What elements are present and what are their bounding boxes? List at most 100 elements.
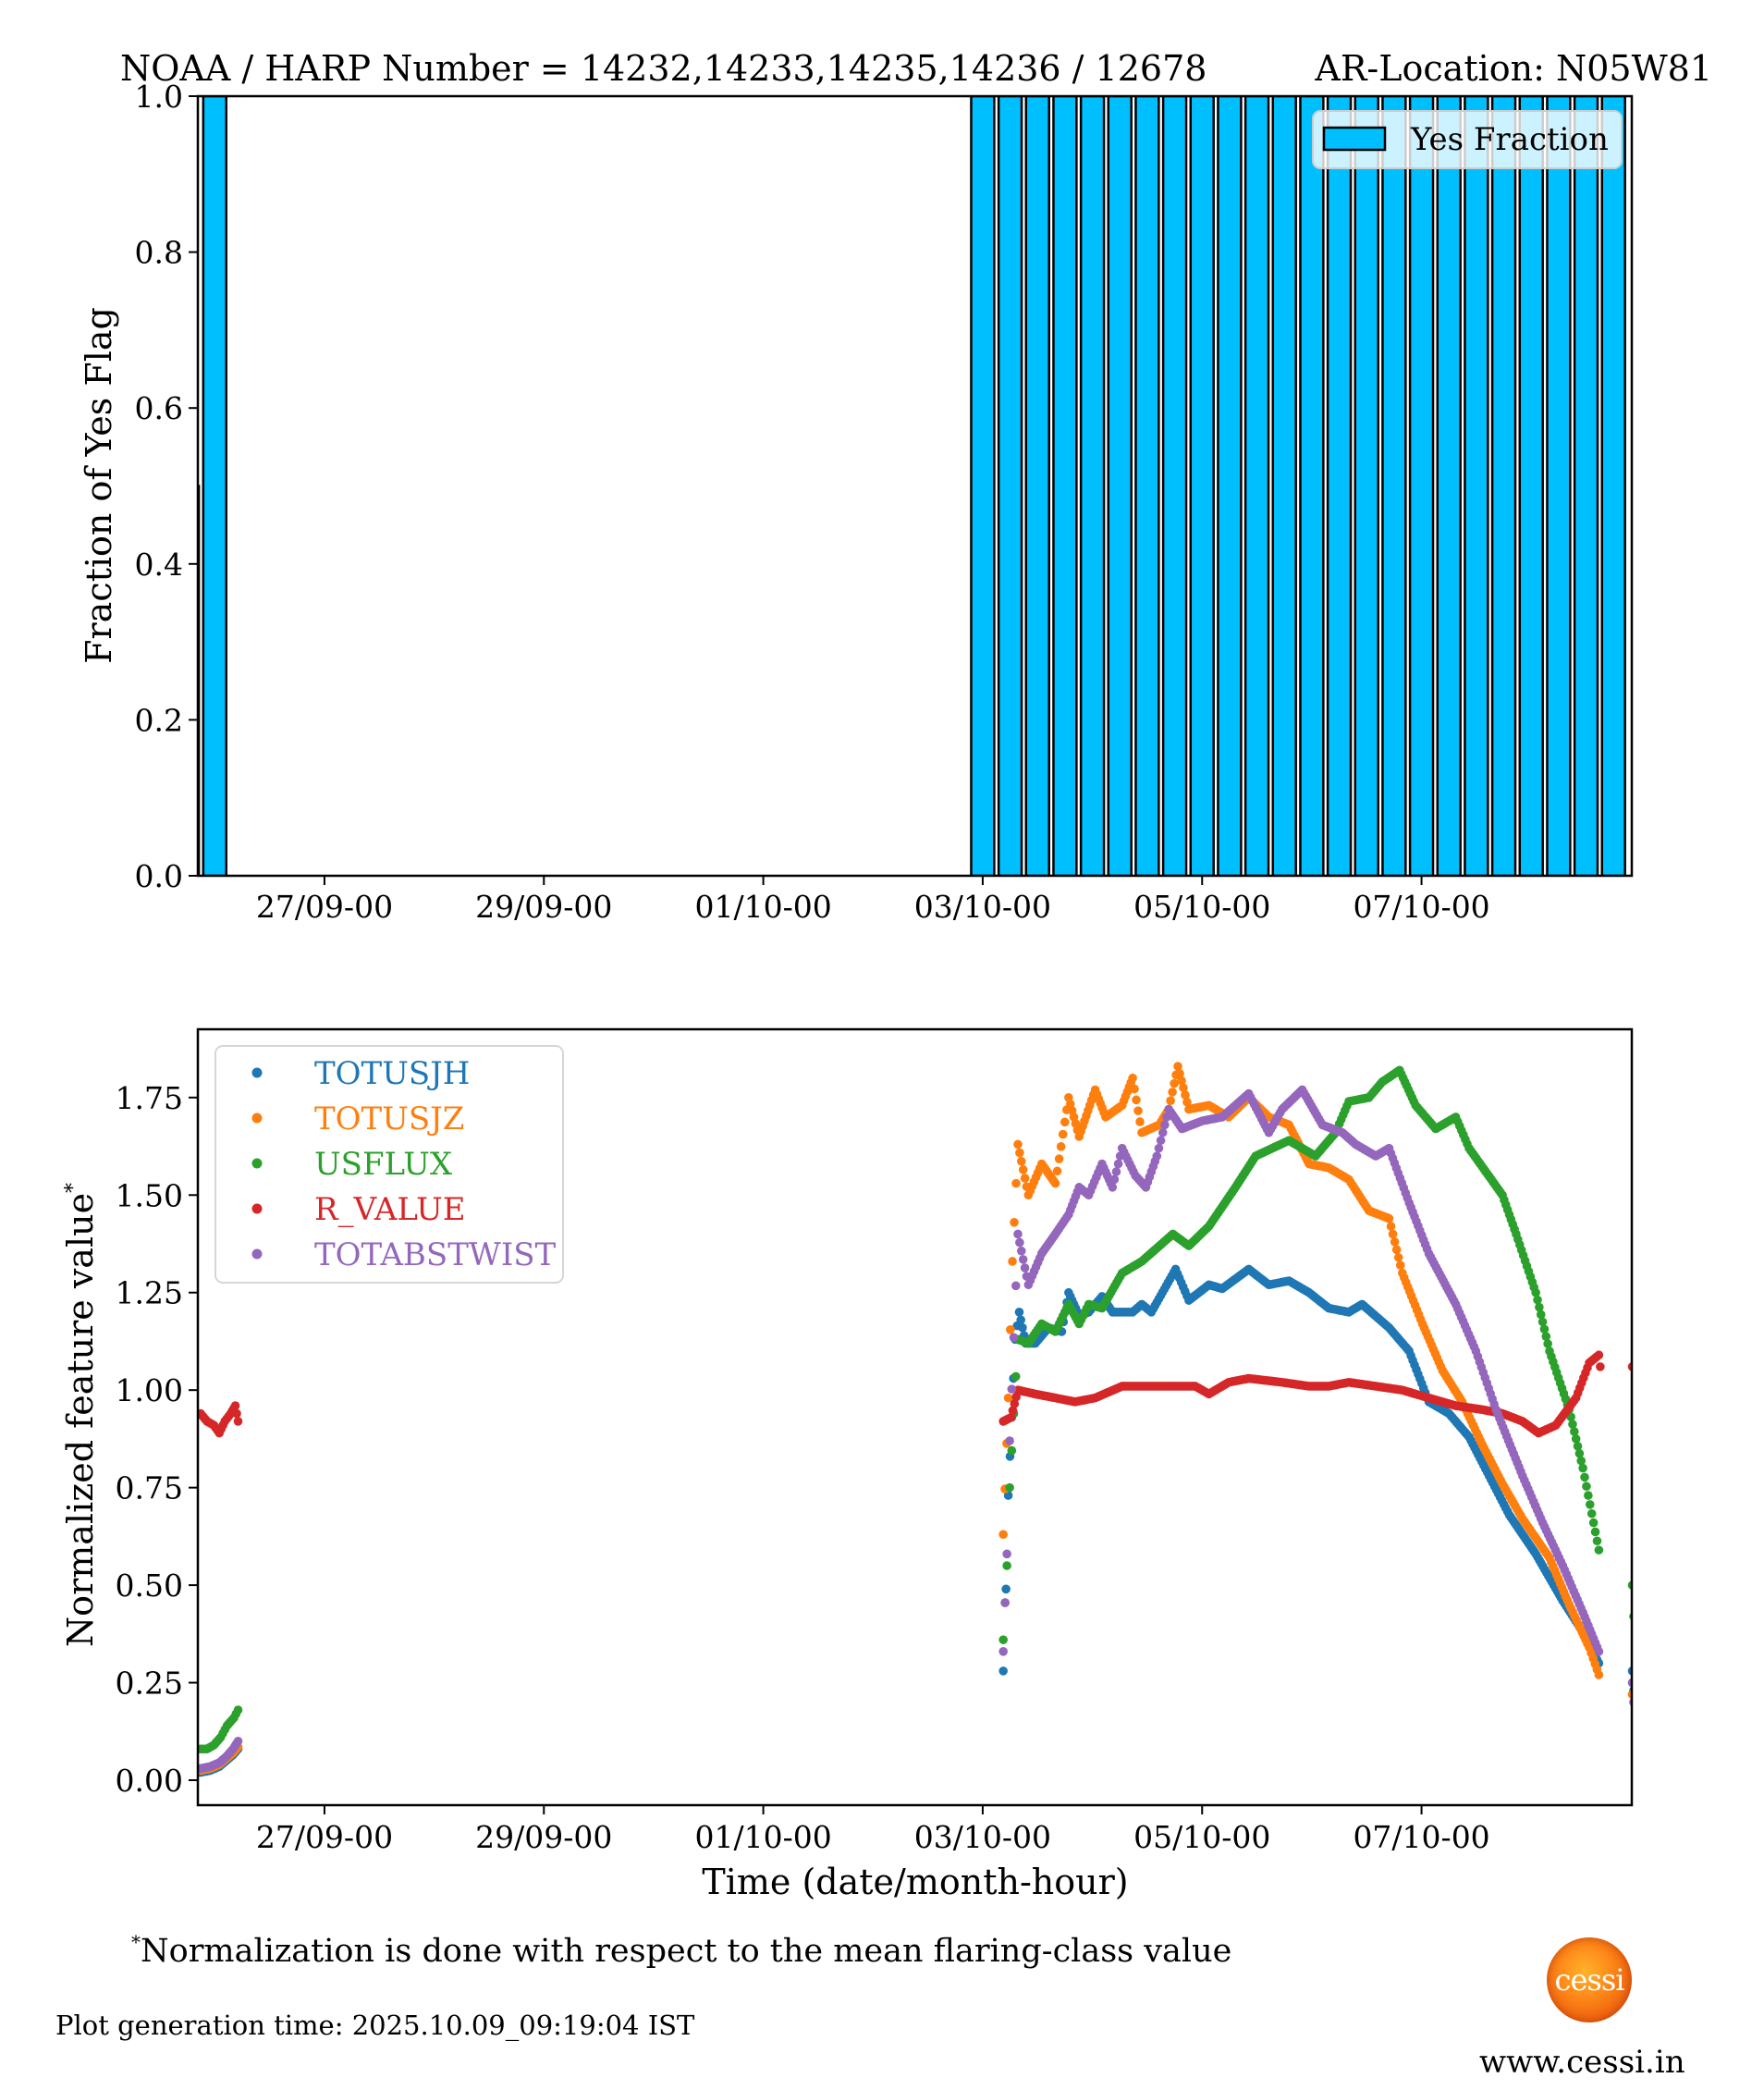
data-point bbox=[1005, 1482, 1014, 1493]
data-point bbox=[1594, 1545, 1604, 1555]
bar-12 bbox=[1243, 96, 1270, 876]
legend-marker-usflux bbox=[251, 1158, 263, 1169]
data-point bbox=[1016, 1156, 1026, 1166]
y-tick-label: 0.00 bbox=[116, 1763, 183, 1799]
data-point bbox=[1111, 1167, 1121, 1176]
x-tick-label: 01/10-00 bbox=[694, 889, 831, 925]
bar-20 bbox=[1464, 96, 1489, 876]
y-axis-label-text: Normalized feature value bbox=[60, 1193, 101, 1647]
data-point bbox=[1000, 1598, 1010, 1607]
x-tick-label: 07/10-00 bbox=[1353, 889, 1489, 925]
data-point bbox=[1130, 1084, 1139, 1094]
data-point bbox=[998, 1530, 1008, 1540]
legend-label-usflux: USFLUX bbox=[314, 1146, 453, 1183]
data-point bbox=[1166, 1096, 1175, 1105]
data-point bbox=[1020, 1174, 1030, 1183]
x-tick-label: 03/10-00 bbox=[914, 889, 1051, 925]
y-ticks: 0.00 0.25 0.50 0.75 1.00 1.25 1.50 1.75 bbox=[116, 1080, 198, 1799]
bar-19 bbox=[1436, 96, 1462, 876]
data-point bbox=[1133, 1106, 1143, 1115]
series-usflux bbox=[198, 1065, 1632, 1754]
website-link[interactable]: www.cessi.in bbox=[1479, 2044, 1685, 2081]
cessi-logo: cessi bbox=[1547, 1937, 1632, 2022]
bar-7 bbox=[1107, 96, 1133, 876]
data-point bbox=[1393, 1252, 1403, 1262]
data-point bbox=[1005, 1436, 1014, 1445]
data-point bbox=[1108, 1183, 1118, 1192]
data-point bbox=[1388, 1229, 1398, 1239]
bar-2 bbox=[970, 96, 996, 876]
data-point bbox=[1585, 1500, 1595, 1509]
series-totusjz bbox=[198, 1062, 1632, 1776]
data-point bbox=[233, 1705, 243, 1715]
bar-1 bbox=[202, 96, 228, 876]
data-point bbox=[1013, 1229, 1023, 1239]
plot-frame bbox=[196, 1027, 1634, 1807]
data-point bbox=[1596, 1362, 1605, 1371]
data-point bbox=[1536, 1309, 1546, 1320]
data-point bbox=[1010, 1218, 1019, 1227]
data-point bbox=[1156, 1136, 1166, 1146]
data-point bbox=[1177, 1076, 1186, 1086]
y-tick-label: 0.6 bbox=[135, 390, 183, 426]
y-tick-label: 0.0 bbox=[135, 858, 183, 894]
y-tick-label: 0.50 bbox=[116, 1568, 183, 1604]
data-point bbox=[1531, 1287, 1540, 1297]
data-point bbox=[1152, 1151, 1162, 1161]
data-point bbox=[1011, 1178, 1021, 1188]
plot-generation-time: Plot generation time: 2025.10.09_09:19:0… bbox=[55, 2010, 695, 2041]
data-point bbox=[233, 1417, 243, 1426]
y-tick-label: 0.2 bbox=[135, 702, 183, 738]
data-point bbox=[1175, 1069, 1184, 1078]
data-point bbox=[1594, 1350, 1604, 1360]
x-tick-label: 29/09-00 bbox=[475, 889, 612, 925]
data-point bbox=[1535, 1302, 1544, 1312]
y-tick-label: 1.00 bbox=[116, 1372, 183, 1408]
data-point bbox=[1018, 1255, 1028, 1264]
bar-13 bbox=[1271, 96, 1297, 876]
x-tick-label: 07/10-00 bbox=[1353, 1819, 1489, 1855]
footnote-text: Normalization is done with respect to th… bbox=[141, 1933, 1232, 1970]
data-point bbox=[1008, 1257, 1017, 1266]
data-point bbox=[1006, 1325, 1015, 1334]
data-point bbox=[232, 1408, 241, 1419]
data-point bbox=[1173, 1062, 1182, 1071]
y-axis-label: Fraction of Yes Flag bbox=[79, 307, 119, 664]
y-tick-label: 1.0 bbox=[135, 79, 183, 115]
bar-11 bbox=[1217, 96, 1243, 876]
data-point bbox=[1154, 1143, 1164, 1153]
bar-21 bbox=[1490, 96, 1517, 876]
data-point bbox=[1580, 1472, 1589, 1482]
bar-25 bbox=[1600, 96, 1626, 876]
data-point bbox=[1573, 1442, 1583, 1451]
x-tick-label: 29/09-00 bbox=[475, 1819, 612, 1855]
data-point bbox=[1002, 1549, 1011, 1559]
data-point bbox=[1158, 1127, 1168, 1137]
x-ticks: 27/09-00 29/09-00 01/10-00 03/10-00 05/10-00… bbox=[256, 876, 1490, 925]
legend-marker-totusjz bbox=[251, 1113, 263, 1124]
bar-17 bbox=[1381, 96, 1407, 876]
legend-label: Yes Fraction bbox=[1410, 121, 1609, 158]
data-point bbox=[1050, 1178, 1060, 1188]
data-point bbox=[1181, 1090, 1190, 1100]
data-point bbox=[1594, 1670, 1604, 1679]
x-tick-label: 27/09-00 bbox=[256, 1819, 393, 1855]
data-point bbox=[1578, 1463, 1587, 1473]
data-point bbox=[1015, 1237, 1024, 1248]
data-point bbox=[1132, 1095, 1141, 1105]
legend-label-totabstwist: TOTABSTWIST bbox=[314, 1236, 557, 1273]
data-point bbox=[1109, 1174, 1120, 1185]
bar-15 bbox=[1326, 96, 1353, 876]
data-point bbox=[1533, 1295, 1542, 1305]
bar-16 bbox=[1354, 96, 1379, 876]
bar-6 bbox=[1079, 96, 1106, 876]
data-point bbox=[998, 1647, 1008, 1656]
data-point bbox=[1016, 1315, 1026, 1325]
data-point bbox=[1543, 1339, 1552, 1348]
data-point bbox=[1391, 1245, 1402, 1255]
data-point bbox=[1001, 1584, 1011, 1594]
data-point bbox=[1629, 1698, 1632, 1707]
chart-title-left: NOAA / HARP Number = 14232,14233,14235,1… bbox=[120, 48, 1207, 89]
legend-label-totusjz: TOTUSJZ bbox=[314, 1100, 464, 1137]
x-tick-label: 03/10-00 bbox=[914, 1819, 1051, 1855]
